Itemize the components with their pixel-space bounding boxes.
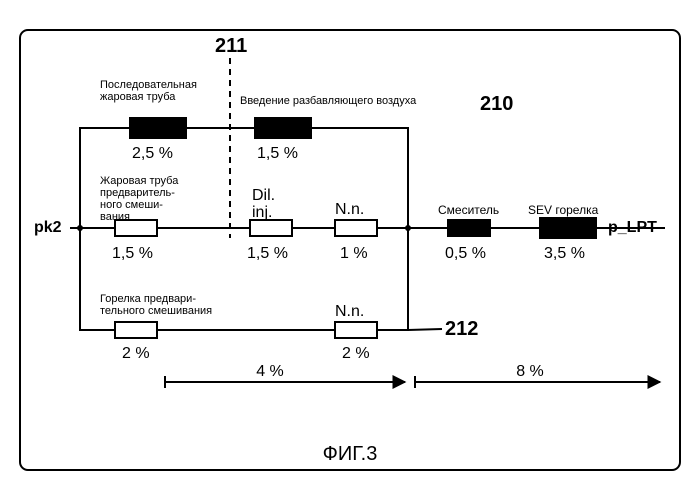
leader-212 (408, 329, 442, 330)
block-b_top2-title-0: Введение разбавляющего воздуха (240, 95, 417, 107)
block-b_top1-title-1: жаровая труба (100, 91, 176, 103)
block-b_top2 (255, 118, 311, 138)
block-b_out2-pct: 3,5 % (544, 245, 585, 262)
terminal-right: p_LPT (608, 219, 657, 236)
block-b_mid2-pct: 1,5 % (247, 245, 288, 262)
figure-caption: ФИГ.3 (323, 443, 378, 465)
block-b_out2 (540, 218, 596, 238)
block-b_out1-pct: 0,5 % (445, 245, 486, 262)
block-b_mid1-title-0: Жаровая труба (100, 175, 179, 187)
block-b_mid1-title-2: ного смеши- (100, 199, 163, 211)
block-b_top1-title-0: Последовательная (100, 79, 197, 91)
terminal-left: pk2 (34, 219, 62, 236)
block-b_out1 (448, 220, 490, 236)
block-b_mid1-pct: 1,5 % (112, 245, 153, 262)
block-b_bot2 (335, 322, 377, 338)
ref-210: 210 (480, 93, 513, 115)
block-b_mid3 (335, 220, 377, 236)
block-b_mid3-pct: 1 % (340, 245, 368, 262)
block-b_mid1-title-1: предваритель- (100, 187, 175, 199)
block-b_bot2-title-0: N.n. (335, 303, 364, 320)
block-b_bot1-title-0: Горелка предвари- (100, 293, 196, 305)
block-b_top2-pct: 1,5 % (257, 145, 298, 162)
span-label-a1: 4 % (256, 363, 284, 380)
block-b_bot1-title-1: тельного смешивания (100, 305, 212, 317)
block-b_out2-title-0: SEV горелка (528, 203, 599, 217)
block-b_mid1-title-3: вания (100, 211, 130, 223)
block-b_mid3-title-0: N.n. (335, 201, 364, 218)
block-b_bot1-pct: 2 % (122, 345, 150, 362)
ref-211: 211 (215, 35, 247, 57)
block-b_mid2-title-1: inj. (252, 204, 272, 221)
block-b_bot2-pct: 2 % (342, 345, 370, 362)
block-b_top1-pct: 2,5 % (132, 145, 173, 162)
block-b_top1 (130, 118, 186, 138)
ref-212: 212 (445, 318, 478, 340)
block-b_out1-title-0: Смеситель (438, 203, 499, 217)
block-b_mid2 (250, 220, 292, 236)
span-label-a2: 8 % (516, 363, 544, 380)
block-b_mid2-title-0: Dil. (252, 187, 275, 204)
block-b_bot1 (115, 322, 157, 338)
